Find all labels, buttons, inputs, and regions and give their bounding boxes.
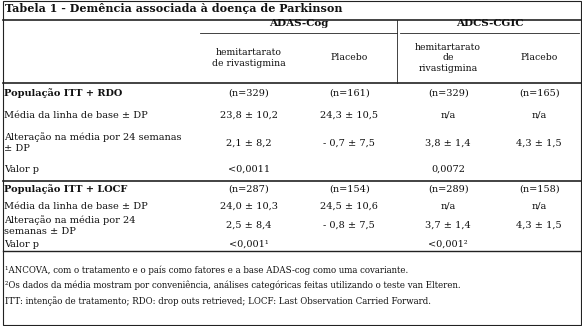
- Text: 24,3 ± 10,5: 24,3 ± 10,5: [320, 111, 378, 120]
- Text: (n=165): (n=165): [519, 88, 559, 97]
- Text: - 0,8 ± 7,5: - 0,8 ± 7,5: [324, 221, 375, 230]
- Text: Alteração na média por 24 semanas
± DP: Alteração na média por 24 semanas ± DP: [4, 132, 182, 153]
- Text: n/a: n/a: [531, 201, 547, 211]
- Text: Valor p: Valor p: [4, 240, 39, 249]
- Text: Média da linha de base ± DP: Média da linha de base ± DP: [4, 201, 148, 211]
- Text: hemitartarato
de
rivastigmina: hemitartarato de rivastigmina: [415, 43, 481, 73]
- Text: População ITT + LOCF: População ITT + LOCF: [4, 185, 127, 194]
- Text: ²Os dados da média mostram por conveniência, análises categóricas feitas utiliza: ²Os dados da média mostram por conveniên…: [5, 281, 461, 290]
- Text: hemitartarato
de rivastigmina: hemitartarato de rivastigmina: [212, 48, 286, 68]
- Text: ADCS-CGIC: ADCS-CGIC: [456, 19, 523, 28]
- Text: (n=329): (n=329): [228, 88, 269, 97]
- Text: (n=289): (n=289): [428, 185, 469, 194]
- Text: (n=161): (n=161): [329, 88, 370, 97]
- Text: (n=287): (n=287): [228, 185, 269, 194]
- Text: 2,1 ± 8,2: 2,1 ± 8,2: [226, 138, 272, 147]
- Text: 3,8 ± 1,4: 3,8 ± 1,4: [425, 138, 471, 147]
- Text: 24,0 ± 10,3: 24,0 ± 10,3: [220, 201, 278, 211]
- Text: (n=154): (n=154): [329, 185, 370, 194]
- Text: Média da linha de base ± DP: Média da linha de base ± DP: [4, 111, 148, 120]
- Text: População ITT + RDO: População ITT + RDO: [4, 88, 122, 98]
- Text: n/a: n/a: [531, 111, 547, 120]
- Text: 4,3 ± 1,5: 4,3 ± 1,5: [516, 221, 562, 230]
- Text: 24,5 ± 10,6: 24,5 ± 10,6: [320, 201, 378, 211]
- Text: ITT: intenção de tratamento; RDO: drop outs retrieved; LOCF: Last Observation Ca: ITT: intenção de tratamento; RDO: drop o…: [5, 296, 431, 306]
- Text: ¹ANCOVA, com o tratamento e o país como fatores e a base ADAS-cog como uma covar: ¹ANCOVA, com o tratamento e o país como …: [5, 266, 409, 275]
- Text: 4,3 ± 1,5: 4,3 ± 1,5: [516, 138, 562, 147]
- Text: Valor p: Valor p: [4, 165, 39, 174]
- Text: - 0,7 ± 7,5: - 0,7 ± 7,5: [323, 138, 375, 147]
- Text: 0,0072: 0,0072: [431, 165, 465, 174]
- Text: <0,0011: <0,0011: [228, 165, 270, 174]
- Text: 23,8 ± 10,2: 23,8 ± 10,2: [220, 111, 278, 120]
- Text: n/a: n/a: [441, 201, 456, 211]
- Text: (n=329): (n=329): [428, 88, 469, 97]
- Text: 3,7 ± 1,4: 3,7 ± 1,4: [425, 221, 471, 230]
- Text: n/a: n/a: [441, 111, 456, 120]
- Text: Placebo: Placebo: [520, 53, 558, 62]
- Text: <0,001²: <0,001²: [428, 240, 468, 249]
- Text: (n=158): (n=158): [519, 185, 559, 194]
- Text: 2,5 ± 8,4: 2,5 ± 8,4: [226, 221, 272, 230]
- Text: Tabela 1 - Demência associada à doença de Parkinson: Tabela 1 - Demência associada à doença d…: [5, 3, 343, 14]
- Text: <0,001¹: <0,001¹: [229, 240, 269, 249]
- Text: Placebo: Placebo: [331, 53, 368, 62]
- Text: ADAS-Cog: ADAS-Cog: [268, 19, 328, 28]
- Text: Alteração na média por 24
semanas ± DP: Alteração na média por 24 semanas ± DP: [4, 215, 136, 236]
